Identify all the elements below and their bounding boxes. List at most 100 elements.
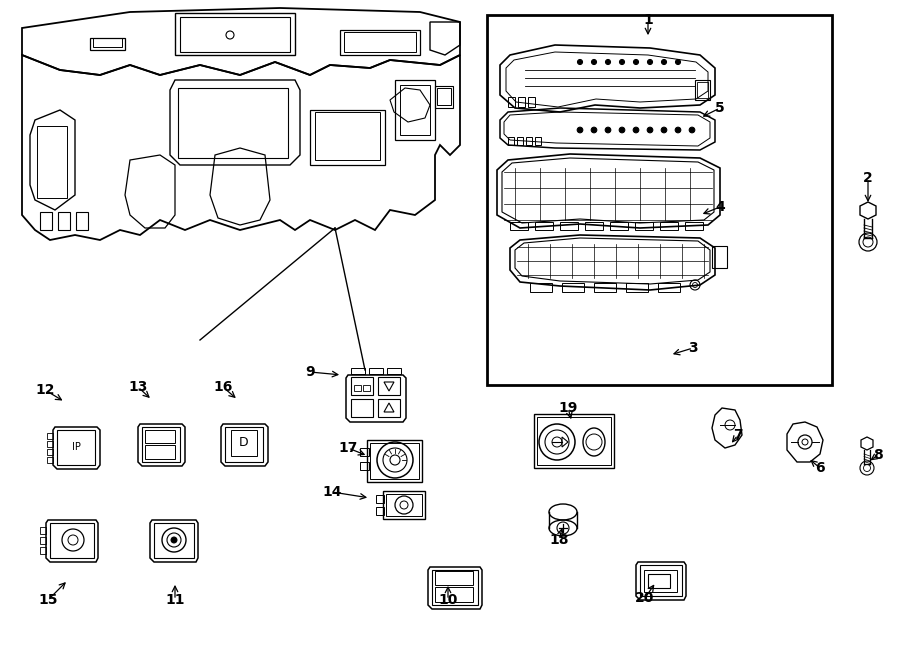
Bar bbox=[310, 110, 385, 165]
Bar bbox=[508, 97, 515, 107]
Bar bbox=[585, 222, 603, 230]
Bar bbox=[57, 430, 95, 465]
Bar bbox=[658, 283, 680, 292]
Text: 5: 5 bbox=[716, 101, 724, 115]
Bar bbox=[351, 368, 365, 374]
Bar bbox=[395, 80, 435, 140]
Bar bbox=[435, 86, 453, 108]
Bar bbox=[40, 547, 46, 554]
Bar bbox=[376, 507, 384, 515]
Circle shape bbox=[171, 537, 177, 543]
Bar bbox=[644, 570, 677, 592]
Bar bbox=[367, 440, 422, 482]
Bar bbox=[535, 137, 541, 145]
Bar bbox=[534, 414, 614, 468]
Text: 7: 7 bbox=[734, 428, 742, 442]
Circle shape bbox=[676, 59, 680, 65]
Bar bbox=[526, 137, 532, 145]
Bar bbox=[386, 494, 422, 516]
Circle shape bbox=[634, 127, 639, 133]
Text: 10: 10 bbox=[438, 593, 458, 607]
Circle shape bbox=[634, 59, 638, 65]
Bar bbox=[560, 222, 578, 230]
Bar bbox=[640, 565, 682, 596]
Circle shape bbox=[662, 127, 667, 133]
Bar bbox=[370, 443, 419, 479]
Bar bbox=[180, 17, 290, 52]
Bar bbox=[58, 212, 70, 230]
Bar bbox=[528, 97, 535, 107]
Bar bbox=[537, 417, 611, 465]
Bar bbox=[400, 85, 430, 135]
Bar bbox=[363, 385, 370, 391]
Bar bbox=[76, 212, 88, 230]
Bar bbox=[508, 137, 514, 145]
Circle shape bbox=[689, 127, 695, 133]
Bar bbox=[344, 32, 416, 52]
Bar bbox=[437, 88, 451, 105]
Bar bbox=[47, 441, 53, 447]
Circle shape bbox=[619, 127, 625, 133]
Bar bbox=[648, 574, 670, 588]
Bar bbox=[378, 399, 400, 417]
Bar bbox=[610, 222, 628, 230]
Circle shape bbox=[577, 127, 583, 133]
Bar bbox=[37, 126, 67, 198]
Text: 20: 20 bbox=[635, 591, 654, 605]
Circle shape bbox=[605, 127, 611, 133]
Bar bbox=[518, 97, 525, 107]
Circle shape bbox=[591, 59, 597, 65]
Bar bbox=[432, 570, 478, 605]
Bar bbox=[697, 82, 708, 98]
Text: 13: 13 bbox=[129, 380, 148, 394]
Bar bbox=[685, 222, 703, 230]
Text: 3: 3 bbox=[688, 341, 698, 355]
Text: 4: 4 bbox=[716, 200, 724, 214]
Circle shape bbox=[662, 59, 667, 65]
Bar bbox=[145, 445, 175, 459]
Bar bbox=[351, 399, 373, 417]
Text: 19: 19 bbox=[558, 401, 578, 415]
Bar bbox=[93, 38, 122, 47]
Text: 17: 17 bbox=[338, 441, 357, 455]
Bar bbox=[594, 283, 616, 292]
Text: 16: 16 bbox=[213, 380, 233, 394]
Bar bbox=[40, 212, 52, 230]
Bar bbox=[660, 222, 678, 230]
Bar bbox=[435, 571, 473, 585]
Text: 18: 18 bbox=[549, 533, 569, 547]
Text: D: D bbox=[239, 436, 248, 449]
Bar bbox=[47, 457, 53, 463]
Bar bbox=[225, 427, 263, 462]
Bar bbox=[562, 283, 584, 292]
Bar bbox=[360, 448, 369, 456]
Circle shape bbox=[675, 127, 680, 133]
Text: 11: 11 bbox=[166, 593, 184, 607]
Text: 15: 15 bbox=[38, 593, 58, 607]
Text: IP: IP bbox=[72, 442, 80, 452]
Bar bbox=[145, 430, 175, 443]
Bar bbox=[354, 385, 361, 391]
Bar bbox=[383, 491, 425, 519]
Bar bbox=[535, 222, 553, 230]
Bar bbox=[340, 30, 420, 55]
Circle shape bbox=[591, 127, 597, 133]
Bar bbox=[351, 377, 373, 395]
Text: 6: 6 bbox=[815, 461, 824, 475]
Bar bbox=[47, 433, 53, 439]
Bar bbox=[376, 495, 384, 503]
Circle shape bbox=[578, 59, 582, 65]
Bar bbox=[626, 283, 648, 292]
Bar bbox=[154, 523, 194, 558]
Text: 1: 1 bbox=[644, 13, 652, 27]
Circle shape bbox=[606, 59, 610, 65]
Bar bbox=[178, 88, 288, 158]
Bar bbox=[50, 523, 94, 558]
Bar bbox=[40, 527, 46, 534]
Bar bbox=[360, 462, 369, 470]
Bar bbox=[487, 15, 832, 385]
Bar bbox=[387, 368, 401, 374]
Bar bbox=[435, 587, 473, 602]
Circle shape bbox=[647, 127, 652, 133]
Bar bbox=[142, 427, 180, 462]
